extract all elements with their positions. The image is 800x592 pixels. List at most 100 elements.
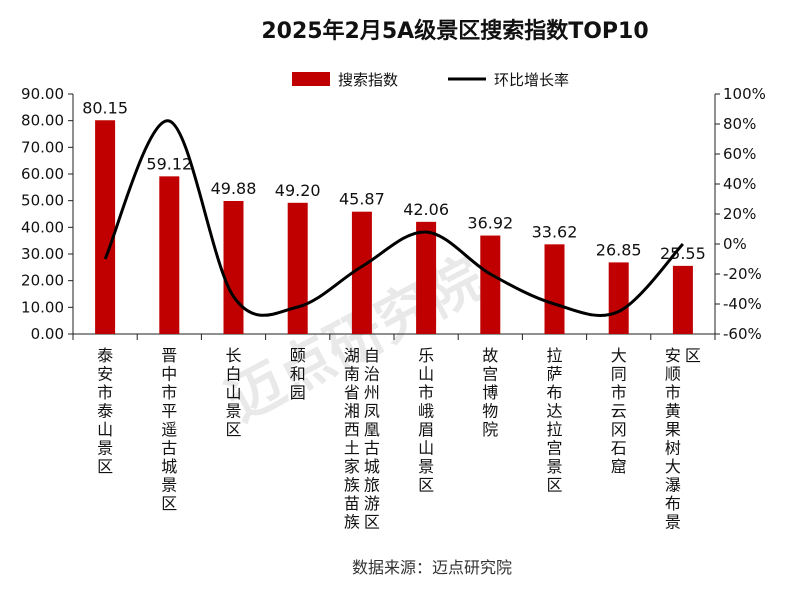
data-label: 49.88 (211, 179, 257, 198)
right-tick-label: -20% (723, 265, 762, 283)
bar (416, 221, 437, 334)
left-axis: 0.00 10.00 20.00 30.00 40.00 50.00 60.00 70.00 8… (21, 85, 716, 343)
category-char: 区 (364, 513, 380, 532)
category-char: 族 (344, 513, 360, 532)
bar (672, 265, 693, 334)
category-char: 市 (611, 383, 627, 402)
category-char: 云 (611, 402, 627, 421)
left-tick-label: 90.00 (21, 85, 64, 103)
right-tick-label: 40% (723, 175, 756, 193)
category-char: 大 (611, 346, 627, 365)
category-char: 凤 (364, 402, 380, 421)
source-note: 数据来源：迈点研究院 (352, 558, 512, 577)
bar (351, 211, 372, 334)
category-char: 泰 (97, 402, 113, 421)
data-labels: 80.15 59.12 49.88 49.20 45.87 42.06 36.92 33.62… (82, 98, 706, 263)
category-char: 景 (418, 457, 434, 476)
category-char: 南 (344, 365, 360, 384)
category-char: 长 (225, 346, 241, 365)
category-char: 园 (290, 383, 306, 402)
category-char: 峨 (418, 402, 434, 421)
left-tick-label: 60.00 (21, 165, 64, 183)
category-char: 旅 (364, 476, 380, 495)
category-char: 冈 (611, 420, 627, 439)
category-char: 中 (161, 365, 177, 384)
left-tick-label: 20.00 (21, 272, 64, 290)
bar-series (95, 120, 693, 335)
category-char: 院 (482, 420, 498, 439)
chart-title: 2025年2月5A级景区搜索指数TOP10 (261, 18, 648, 44)
data-label: 59.12 (146, 154, 192, 173)
category-char: 黄 (665, 402, 681, 421)
right-tick-label: 100% (723, 85, 766, 103)
bar (544, 244, 565, 334)
category-label: 颐和园 (290, 346, 306, 402)
category-char: 景 (546, 457, 562, 476)
category-char: 安 (97, 365, 113, 384)
category-char: 区 (685, 346, 701, 365)
category-char: 顺 (665, 365, 681, 384)
category-char: 山 (418, 365, 434, 384)
category-char: 区 (418, 476, 434, 495)
category-char: 景 (161, 476, 177, 495)
data-label: 25.55 (660, 244, 706, 263)
left-tick-label: 50.00 (21, 192, 64, 210)
category-char: 博 (482, 383, 498, 402)
category-char: 市 (665, 383, 681, 402)
category-char: 大 (665, 457, 681, 476)
category-char: 眉 (418, 420, 434, 439)
category-char: 湖 (344, 346, 360, 365)
data-label: 45.87 (339, 190, 385, 209)
category-char: 平 (161, 402, 177, 421)
category-char: 景 (665, 513, 681, 532)
right-axis: -60% -40% -20% 0% 20% 40% 60% 80% 100% (714, 85, 766, 343)
category-char: 市 (418, 383, 434, 402)
category-char: 物 (482, 402, 498, 421)
category-char: 城 (364, 457, 380, 476)
bar (287, 202, 308, 334)
category-char: 山 (225, 383, 241, 402)
category-char: 省 (344, 383, 360, 402)
category-char: 市 (97, 383, 113, 402)
category-char: 治 (364, 365, 380, 384)
category-char: 同 (611, 365, 627, 384)
category-char: 果 (665, 420, 681, 439)
category-char: 宫 (482, 365, 498, 384)
legend-bar-swatch (292, 72, 330, 86)
category-char: 瀑 (665, 476, 681, 495)
category-char: 区 (546, 476, 562, 495)
category-char: 景 (225, 402, 241, 421)
category-char: 布 (546, 383, 562, 402)
category-char: 古 (364, 439, 380, 458)
left-tick-label: 30.00 (21, 245, 64, 263)
category-char: 树 (665, 439, 681, 458)
category-char: 和 (290, 365, 306, 384)
category-char: 达 (546, 402, 562, 421)
growth-rate-line (103, 119, 684, 317)
category-char: 城 (161, 457, 177, 476)
category-char: 游 (364, 494, 380, 513)
right-tick-label: -60% (723, 325, 762, 343)
category-char: 市 (161, 383, 177, 402)
category-char: 山 (97, 420, 113, 439)
right-tick-label: 60% (723, 145, 756, 163)
category-char: 景 (97, 439, 113, 458)
left-tick-label: 10.00 (21, 298, 64, 316)
category-char: 山 (418, 439, 434, 458)
category-char: 拉 (546, 420, 562, 439)
category-char: 苗 (344, 494, 360, 513)
category-char: 泰 (97, 346, 113, 365)
category-char: 土 (344, 439, 360, 458)
right-tick-label: 80% (723, 115, 756, 133)
data-label: 36.92 (467, 214, 513, 233)
category-char: 石 (611, 439, 627, 458)
category-char: 族 (344, 476, 360, 495)
legend-bar-label: 搜索指数 (338, 71, 398, 89)
bar (480, 235, 501, 334)
category-labels: 泰安市泰山景区晋中市平遥古城景区长白山景区颐和园湖南省湘西土家族苗族自治州凤凰古… (97, 346, 701, 532)
